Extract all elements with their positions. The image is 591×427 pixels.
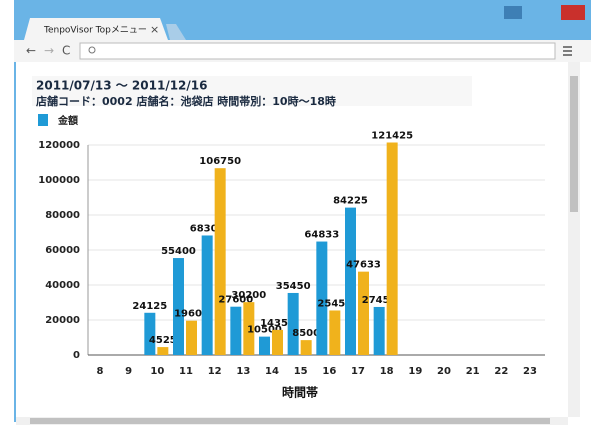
value-label: 14350 — [260, 318, 295, 329]
x-tick-label: 11 — [179, 366, 193, 377]
bar — [345, 207, 356, 355]
bar — [373, 306, 385, 355]
search-icon — [88, 46, 96, 54]
x-tick-label: 20 — [437, 366, 451, 377]
bar — [157, 347, 169, 355]
value-label: 27600 — [218, 295, 253, 306]
x-tick-label: 23 — [523, 366, 537, 377]
x-tick-label: 10 — [150, 366, 164, 377]
value-label: 121425 — [371, 131, 413, 142]
value-label: 84225 — [333, 196, 368, 207]
close-button[interactable] — [561, 5, 585, 20]
x-tick-label: 14 — [265, 366, 279, 377]
y-tick-label: 80000 — [45, 210, 80, 221]
address-bar[interactable] — [79, 42, 556, 60]
x-tick-label: 19 — [408, 366, 422, 377]
legend-label: 金額 — [57, 114, 78, 127]
x-tick-label: 17 — [351, 366, 365, 377]
y-tick-label: 20000 — [45, 315, 80, 326]
minimize-button[interactable] — [525, 6, 541, 19]
forward-button[interactable]: → — [44, 44, 54, 58]
x-tick-label: 9 — [125, 366, 132, 377]
y-tick-label: 40000 — [45, 280, 80, 291]
bar — [230, 306, 242, 355]
y-tick-label: 60000 — [45, 245, 80, 256]
bar — [316, 241, 328, 355]
bar — [329, 310, 341, 355]
value-label: 10500 — [247, 325, 282, 336]
bar — [243, 302, 255, 355]
value-label: 4525 — [149, 335, 177, 346]
y-tick-label: 100000 — [38, 175, 80, 186]
bar — [386, 142, 398, 355]
header-box — [32, 76, 472, 106]
value-label: 55400 — [161, 246, 196, 257]
x-tick-label: 8 — [97, 366, 104, 377]
value-label: 35450 — [276, 281, 311, 292]
frame-left — [14, 62, 16, 422]
h-scroll-thumb[interactable] — [30, 418, 550, 424]
x-tick-label: 22 — [494, 366, 508, 377]
value-label: 64833 — [304, 230, 339, 241]
value-label: 47633 — [346, 260, 381, 271]
scroll-thumb[interactable] — [570, 76, 578, 212]
value-label: 68300 — [190, 223, 225, 234]
bar — [358, 271, 369, 355]
x-tick-label: 18 — [380, 366, 394, 377]
tab-title: TenpoVisor Topメニュー — [43, 26, 147, 36]
value-label: 27450 — [362, 295, 397, 306]
y-tick-label: 120000 — [38, 140, 80, 151]
value-label: 24125 — [132, 301, 167, 312]
x-axis-label: 時間帯 — [282, 385, 318, 400]
reload-button[interactable]: C — [62, 44, 70, 58]
y-tick-label: 0 — [73, 350, 80, 361]
user-button[interactable] — [504, 6, 522, 19]
bar — [259, 336, 270, 355]
bar — [144, 312, 156, 355]
back-button[interactable]: ← — [26, 44, 36, 58]
menu-icon — [563, 46, 572, 56]
bar — [300, 340, 312, 355]
value-label: 106750 — [199, 156, 241, 167]
bar — [201, 235, 213, 355]
value-label: 19600 — [174, 309, 209, 320]
bar — [173, 258, 184, 355]
value-label: 30200 — [231, 290, 266, 301]
x-tick-label: 13 — [236, 366, 250, 377]
legend-swatch — [38, 114, 48, 126]
value-label: 25450 — [317, 298, 352, 309]
bar — [186, 320, 197, 355]
tab[interactable] — [24, 18, 168, 40]
x-tick-label: 16 — [322, 366, 336, 377]
value-label: 8500 — [292, 328, 320, 339]
x-tick-label: 15 — [294, 366, 308, 377]
x-tick-label: 12 — [208, 366, 222, 377]
bar — [272, 329, 283, 355]
new-tab[interactable] — [166, 24, 186, 40]
bar — [287, 292, 299, 355]
chart-subtitle: 店舗コード：0002 店舗名：池袋店 時間帯別：10時～18時 — [36, 94, 336, 108]
bar — [214, 168, 226, 355]
chart-title: 2011/07/13 ～ 2011/12/16 — [36, 79, 207, 93]
tab-close[interactable]: × — [150, 23, 159, 36]
maximize-button[interactable] — [543, 6, 559, 19]
x-tick-label: 21 — [466, 366, 480, 377]
